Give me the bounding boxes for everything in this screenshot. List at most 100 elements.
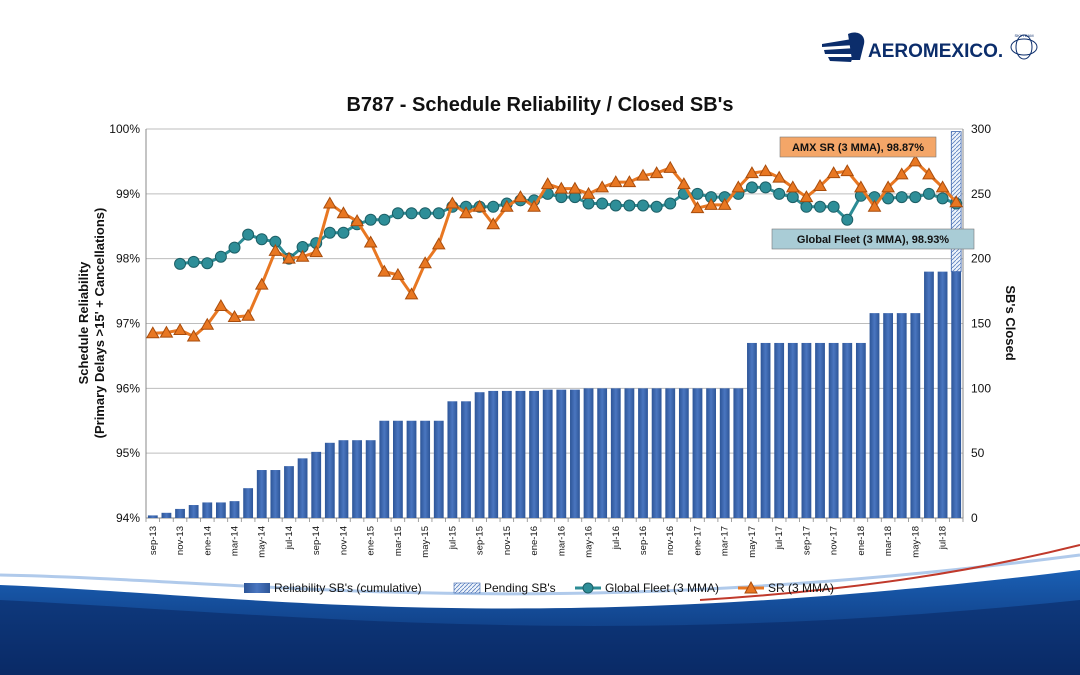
bar — [433, 420, 444, 518]
sr-point — [472, 199, 487, 212]
sr-point — [949, 195, 964, 208]
bar — [624, 388, 635, 518]
bar — [229, 501, 240, 518]
bar — [243, 488, 254, 518]
sr-point — [704, 197, 718, 210]
x-tick-label: sep-14 — [311, 526, 322, 555]
sr-point — [772, 170, 787, 183]
global-fleet-point — [664, 197, 677, 210]
sr-point — [676, 177, 691, 190]
left-tick-label: 96% — [116, 381, 140, 395]
global-fleet-point — [650, 200, 663, 213]
right-tick-label: 100 — [971, 381, 991, 395]
global-fleet-point — [364, 213, 377, 226]
bar — [515, 390, 526, 518]
sr-point — [350, 214, 364, 227]
sr-point — [554, 181, 569, 194]
bar — [665, 388, 676, 518]
sr-point — [227, 310, 242, 323]
left-tick-label: 98% — [116, 252, 140, 266]
bar — [161, 512, 172, 518]
x-tick-label: may-16 — [584, 526, 595, 558]
global-fleet-point — [936, 192, 949, 205]
global-fleet-line — [179, 185, 957, 266]
global-fleet-point — [214, 250, 227, 263]
skyteam-icon — [1010, 34, 1038, 60]
bar — [924, 271, 934, 518]
x-tick-label: ene-15 — [366, 526, 377, 556]
chart-title: B787 - Schedule Reliability / Closed SB'… — [346, 94, 733, 116]
global-fleet-point — [228, 241, 241, 254]
bar — [488, 390, 499, 518]
x-tick-label: ene-18 — [856, 526, 867, 556]
legend-label: Reliability SB's (cumulative) — [274, 581, 422, 595]
global-fleet-point — [759, 181, 772, 194]
sr-point — [513, 190, 528, 203]
skyteam-label: SKYTEAM — [1014, 33, 1033, 38]
global-fleet-point — [323, 226, 336, 239]
sr-point — [799, 190, 814, 203]
bar — [175, 508, 185, 518]
global-fleet-point — [623, 199, 636, 212]
legend-marker — [582, 582, 594, 594]
left-tick-label: 94% — [116, 511, 140, 525]
bar — [706, 388, 716, 518]
x-tick-label: nov-15 — [502, 526, 513, 555]
sr-point — [173, 322, 187, 335]
bar — [338, 440, 349, 518]
left-tick-label: 100% — [109, 122, 140, 136]
global-fleet-point — [242, 228, 255, 241]
bar — [692, 388, 703, 518]
bar — [529, 390, 539, 518]
bar — [542, 389, 553, 518]
bar — [447, 401, 458, 518]
global-fleet-point — [882, 192, 895, 205]
right-tick-label: 0 — [971, 511, 978, 525]
sr-point — [540, 177, 555, 190]
sr-point — [309, 245, 324, 258]
global-fleet-point — [201, 257, 214, 270]
sr-point — [404, 287, 419, 300]
sr-point — [499, 199, 514, 212]
global-fleet-point — [800, 200, 813, 213]
bar — [747, 342, 757, 518]
bar — [365, 440, 376, 518]
bar — [787, 342, 798, 518]
bar — [393, 420, 403, 518]
bar — [570, 389, 580, 518]
sr-point — [391, 267, 405, 280]
footer-swoosh — [0, 544, 1080, 675]
global-fleet-point — [745, 181, 758, 194]
global-fleet-point — [841, 213, 854, 226]
sr-point — [922, 167, 936, 180]
global-fleet-point — [174, 257, 187, 270]
global-fleet-point — [596, 197, 609, 210]
bar — [461, 401, 471, 518]
sr-point — [854, 180, 868, 193]
legend-label: Global Fleet (3 MMA) — [605, 581, 719, 595]
bar — [556, 389, 567, 518]
right-tick-label: 300 — [971, 122, 991, 136]
bar — [147, 515, 158, 518]
x-tick-label: jul-16 — [611, 526, 622, 550]
x-tick-label: nov-17 — [829, 526, 840, 555]
x-tick-label: may-15 — [420, 526, 431, 558]
left-tick-label: 97% — [116, 317, 140, 331]
bar — [352, 440, 362, 518]
global-fleet-point — [909, 191, 922, 204]
sr-point — [867, 199, 882, 212]
global-fleet-point — [827, 200, 840, 213]
bar — [719, 388, 730, 518]
x-tick-label: sep-16 — [638, 526, 649, 555]
sr-point — [622, 175, 637, 188]
bar — [256, 470, 267, 518]
sr-point — [785, 180, 800, 193]
sr-point — [363, 235, 378, 248]
left-axis-label-sub: (Primary Delays >15' + Cancellations) — [92, 208, 107, 439]
global-fleet-point — [337, 226, 350, 239]
sr-point — [377, 264, 392, 277]
legend-label: SR (3 MMA) — [768, 581, 834, 595]
right-tick-label: 250 — [971, 187, 991, 201]
bar — [760, 342, 771, 518]
